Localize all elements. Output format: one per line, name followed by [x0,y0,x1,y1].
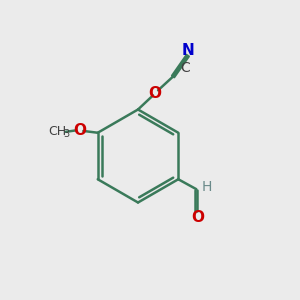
Text: C: C [181,61,190,76]
Text: O: O [191,210,204,225]
Text: H: H [201,180,212,194]
Text: N: N [182,43,194,58]
Text: 3: 3 [64,129,70,139]
Text: O: O [73,123,86,138]
Text: O: O [148,86,161,101]
Text: CH: CH [48,125,66,138]
